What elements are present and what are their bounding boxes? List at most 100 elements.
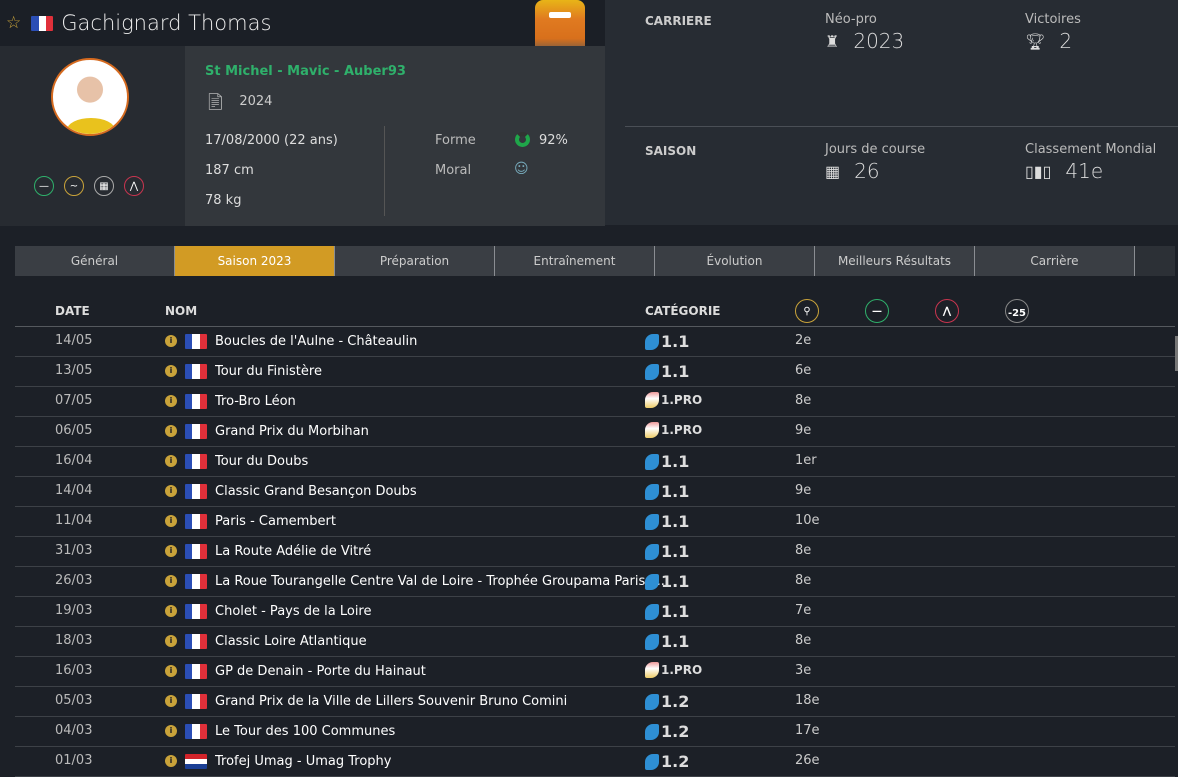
under25-col-icon[interactable]: -25 [1005,299,1029,323]
info-icon[interactable]: i [165,365,177,377]
table-row[interactable]: 07/05 i Tro-Bro Léon 1.PRO 8e [15,387,1175,417]
flat-specialty-icon: — [34,176,54,196]
race-name[interactable]: La Roue Tourangelle Centre Val de Loire … [215,574,670,589]
favorite-star-icon[interactable]: ☆ [6,13,22,33]
table-row[interactable]: 18/03 i Classic Loire Atlantique 1.1 8e [15,627,1175,657]
tab-5[interactable]: Meilleurs Résultats [815,246,975,276]
sprint-col-icon[interactable]: ⚲ [795,299,819,323]
category-label: 1.1 [661,452,690,471]
tab-4[interactable]: Évolution [655,246,815,276]
race-category: 1.1 [645,632,689,651]
wins-label: Victoires [1025,12,1081,27]
uci-category-icon [645,333,659,350]
race-result: 18e [795,693,820,708]
podium-person-icon: ♜ [825,31,840,51]
category-label: 1.PRO [661,423,703,437]
tab-1[interactable]: Saison 2023 [175,246,335,276]
world-ranking-value: 41e [1065,159,1104,183]
table-row[interactable]: 19/03 i Cholet - Pays de la Loire 1.1 7e [15,597,1175,627]
rider-info-panel: St Michel - Mavic - Auber93 📄︎ 2024 17/08… [185,46,605,226]
race-category: 1.1 [645,542,689,561]
under25-label: -25 [1007,308,1027,319]
wins-stat: Victoires 🏆︎ 2 [1025,12,1081,53]
tab-6[interactable]: Carrière [975,246,1135,276]
race-result: 8e [795,393,812,408]
race-name[interactable]: Cholet - Pays de la Loire [215,604,372,619]
table-row[interactable]: 06/05 i Grand Prix du Morbihan 1.PRO 9e [15,417,1175,447]
uci-category-icon [645,422,659,438]
race-name[interactable]: La Route Adélie de Vitré [215,544,372,559]
info-icon[interactable]: i [165,635,177,647]
table-row[interactable]: 14/05 i Boucles de l'Aulne - Châteaulin … [15,327,1175,357]
race-name[interactable]: Classic Loire Atlantique [215,634,367,649]
race-category: 1.1 [645,602,689,621]
info-icon[interactable]: i [165,425,177,437]
race-name[interactable]: GP de Denain - Porte du Hainaut [215,664,426,679]
france-flag-icon [185,514,207,529]
table-row[interactable]: 11/04 i Paris - Camembert 1.1 10e [15,507,1175,537]
category-label: 1.1 [661,602,690,621]
race-result: 1er [795,453,817,468]
flat-col-icon[interactable]: — [865,299,889,323]
col-name[interactable]: NOM [165,304,198,318]
trophy-icon: 🏆︎ [1025,31,1046,51]
race-name[interactable]: Trofej Umag - Umag Trophy [215,754,392,769]
race-date: 19/03 [55,603,93,618]
race-name[interactable]: Tro-Bro Léon [215,394,296,409]
race-name[interactable]: Grand Prix du Morbihan [215,424,369,439]
info-icon[interactable]: i [165,455,177,467]
race-name[interactable]: Paris - Camembert [215,514,336,529]
info-icon[interactable]: i [165,605,177,617]
rider-name: Gachignard Thomas [61,11,272,35]
race-name[interactable]: Le Tour des 100 Communes [215,724,396,739]
tab-2[interactable]: Préparation [335,246,495,276]
uci-category-icon [645,543,659,560]
category-label: 1.1 [661,362,690,381]
race-result: 8e [795,573,812,588]
race-category: 1.PRO [645,662,702,678]
world-ranking-label: Classement Mondial [1025,142,1157,157]
mountain-col-icon[interactable]: ⋀ [935,299,959,323]
info-icon[interactable]: i [165,395,177,407]
info-icon[interactable]: i [165,575,177,587]
info-icon[interactable]: i [165,695,177,707]
scrollbar[interactable] [1175,336,1178,371]
race-name[interactable]: Boucles de l'Aulne - Châteaulin [215,334,418,349]
forme-label: Forme [435,133,476,148]
tab-0[interactable]: Général [15,246,175,276]
info-icon[interactable]: i [165,755,177,767]
info-icon[interactable]: i [165,485,177,497]
team-name[interactable]: St Michel - Mavic - Auber93 [205,64,406,79]
france-flag-icon [185,634,207,649]
uci-category-icon [645,363,659,380]
info-icon[interactable]: i [165,665,177,677]
race-date: 16/04 [55,453,93,468]
table-row[interactable]: 26/03 i La Roue Tourangelle Centre Val d… [15,567,1175,597]
race-category: 1.PRO [645,392,702,408]
tab-3[interactable]: Entraînement [495,246,655,276]
table-row[interactable]: 31/03 i La Route Adélie de Vitré 1.1 8e [15,537,1175,567]
race-name[interactable]: Classic Grand Besançon Doubs [215,484,417,499]
table-row[interactable]: 16/04 i Tour du Doubs 1.1 1er [15,447,1175,477]
race-date: 16/03 [55,663,93,678]
col-category[interactable]: CATÉGORIE [645,304,721,318]
table-row[interactable]: 14/04 i Classic Grand Besançon Doubs 1.1… [15,477,1175,507]
info-icon[interactable]: i [165,545,177,557]
table-row[interactable]: 05/03 i Grand Prix de la Ville de Liller… [15,687,1175,717]
info-icon[interactable]: i [165,515,177,527]
info-icon[interactable]: i [165,725,177,737]
divider [384,126,385,216]
table-row[interactable]: 04/03 i Le Tour des 100 Communes 1.2 17e [15,717,1175,747]
table-header: DATE NOM CATÉGORIE ⚲ — ⋀ -25 [15,296,1175,327]
col-date[interactable]: DATE [55,304,90,318]
race-result: 10e [795,513,820,528]
table-row[interactable]: 16/03 i GP de Denain - Porte du Hainaut … [15,657,1175,687]
category-label: 1.1 [661,332,690,351]
info-icon[interactable]: i [165,335,177,347]
table-row[interactable]: 01/03 i Trofej Umag - Umag Trophy 1.2 26… [15,747,1175,777]
race-name[interactable]: Tour du Finistère [215,364,322,379]
race-name[interactable]: Grand Prix de la Ville de Lillers Souven… [215,694,568,709]
uci-category-icon [645,633,659,650]
table-row[interactable]: 13/05 i Tour du Finistère 1.1 6e [15,357,1175,387]
race-name[interactable]: Tour du Doubs [215,454,309,469]
